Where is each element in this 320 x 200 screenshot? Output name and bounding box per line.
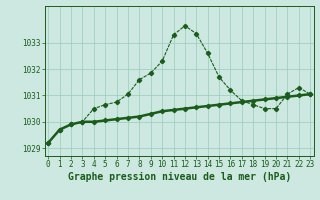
- X-axis label: Graphe pression niveau de la mer (hPa): Graphe pression niveau de la mer (hPa): [68, 172, 291, 182]
